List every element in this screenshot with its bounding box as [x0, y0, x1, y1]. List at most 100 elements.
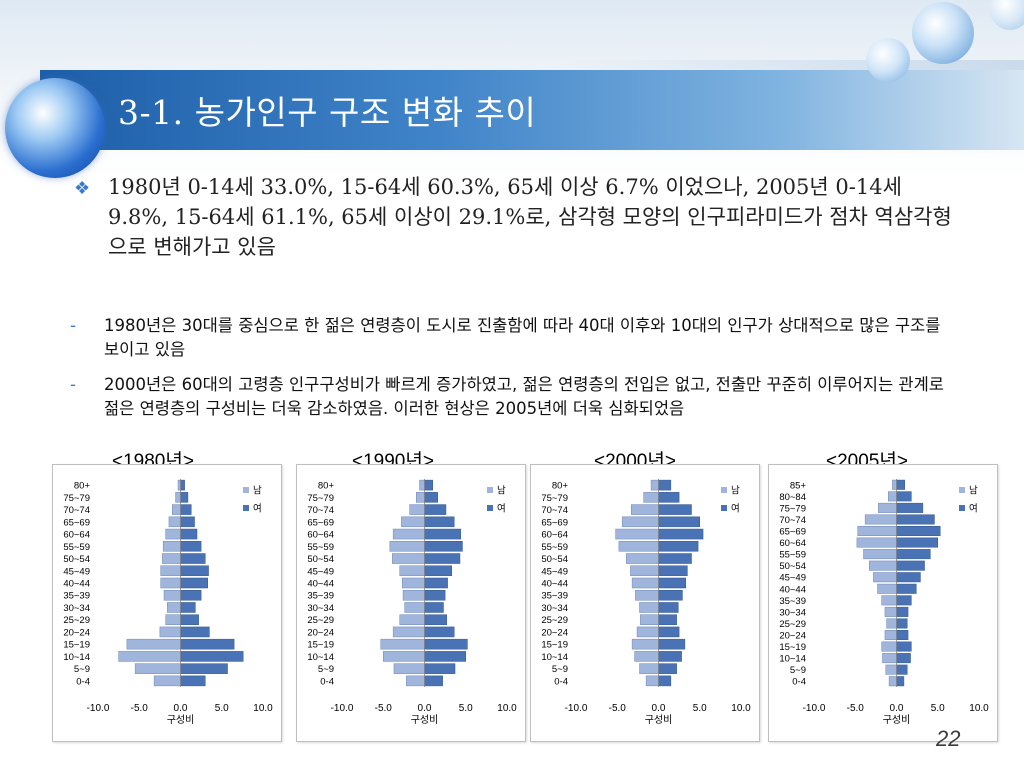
sub-bullet-text: 2000년은 60대의 고령층 인구구성비가 빠르게 증가하였고, 젊은 연령층…: [104, 375, 944, 418]
bar-male: [892, 479, 897, 490]
bar-female: [424, 479, 433, 491]
bar-male: [409, 504, 425, 515]
main-bullet: ❖ 1980년 0-14세 33.0%, 15-64세 60.3%, 65세 이…: [72, 172, 952, 262]
bar-male: [631, 638, 659, 650]
age-tick-label: 55~59: [779, 550, 806, 561]
age-tick-label: 5~9: [790, 665, 806, 676]
age-tick-label: 25~29: [541, 615, 568, 626]
age-tick-label: 60~64: [63, 530, 90, 541]
bar-female: [658, 614, 677, 625]
age-tick-label: 70~74: [541, 505, 568, 516]
age-tick-label: 75~79: [307, 493, 334, 504]
bar-female: [896, 664, 908, 675]
bar-male: [399, 565, 425, 577]
bar-male: [401, 577, 425, 589]
bar-male: [650, 479, 659, 491]
bar-female: [658, 565, 688, 577]
age-tick-label: 20~24: [307, 627, 334, 638]
bar-male: [640, 614, 659, 625]
bar-male: [172, 504, 181, 515]
bar-female: [180, 663, 228, 674]
bar-female: [658, 504, 692, 515]
x-tick-label: -10.0: [331, 703, 354, 714]
bar-female: [424, 565, 452, 577]
bar-male: [885, 664, 897, 675]
bar-female: [658, 602, 679, 613]
bar-male: [168, 516, 181, 528]
age-tick-label: 15~19: [63, 640, 90, 651]
age-tick-label: 80+: [74, 481, 91, 492]
x-tick-label: -5.0: [375, 703, 393, 714]
dash-bullet-icon: -: [70, 375, 76, 394]
bar-female: [424, 638, 468, 650]
bar-male: [615, 528, 659, 540]
bar-male: [118, 651, 181, 662]
age-tick-label: 45~49: [63, 566, 90, 577]
bar-female: [180, 589, 202, 601]
bar-female: [180, 638, 235, 650]
age-tick-label: 35~39: [307, 591, 334, 602]
age-tick-label: 15~19: [307, 640, 334, 651]
legend-swatch: [487, 505, 493, 511]
x-tick-label: -10.0: [803, 703, 826, 714]
bar-female: [658, 541, 699, 552]
bar-female: [658, 553, 692, 564]
bar-female: [896, 595, 912, 606]
decor-orb-small: [866, 38, 910, 82]
age-tick-label: 0-4: [320, 676, 334, 687]
bar-male: [404, 602, 425, 613]
age-tick-label: 40~44: [307, 579, 334, 590]
x-tick-label: 5.0: [459, 703, 473, 714]
bar-female: [896, 537, 938, 548]
bar-male: [877, 583, 897, 594]
age-tick-label: 65~69: [63, 517, 90, 528]
bar-female: [896, 560, 925, 571]
bar-female: [424, 589, 446, 601]
slide-title: 3-1. 농가인구 구조 변화 추이: [118, 93, 537, 132]
age-tick-label: 0-4: [76, 676, 90, 687]
bar-male: [882, 653, 897, 664]
bar-male: [873, 572, 897, 583]
bar-male: [878, 502, 897, 513]
x-tick-label: 0.0: [652, 703, 666, 714]
bar-male: [626, 553, 659, 564]
bar-female: [896, 479, 905, 490]
age-tick-label: 10~14: [779, 654, 806, 665]
decor-orb-right: [912, 2, 974, 64]
bar-male: [863, 549, 897, 560]
x-axis-label: 구성비: [411, 714, 439, 726]
bar-male: [881, 595, 897, 606]
bar-female: [424, 528, 462, 540]
x-tick-label: 0.0: [890, 703, 904, 714]
x-tick-label: -10.0: [87, 703, 110, 714]
pyramid-chart-2005: 85+ 80~84 75~79 70~74 65~69 60~64 55~59 50~54 45…: [768, 464, 998, 742]
age-tick-label: 55~59: [541, 542, 568, 553]
bar-female: [180, 614, 199, 625]
bar-male: [383, 651, 425, 662]
bar-male: [392, 528, 425, 540]
bar-female: [896, 606, 909, 617]
age-tick-label: 40~44: [63, 579, 90, 590]
bar-male: [419, 479, 425, 491]
bar-male: [392, 626, 425, 638]
x-tick-label: 10.0: [969, 703, 989, 714]
bar-male: [160, 565, 181, 577]
bar-male: [884, 606, 897, 617]
bar-female: [180, 651, 244, 662]
bar-male: [167, 602, 181, 613]
x-axis-label: 구성비: [883, 714, 911, 726]
bar-male: [888, 676, 897, 687]
legend-label: 남: [731, 486, 740, 497]
sub-bullet-2000: - 2000년은 60대의 고령층 인구구성비가 빠르게 증가하였고, 젊은 연…: [70, 373, 950, 421]
bar-female: [424, 614, 448, 625]
sub-bullet-1980: - 1980년은 30대를 중심으로 한 젊은 연령층이 도시로 진출함에 따라…: [70, 314, 950, 362]
x-tick-label: 5.0: [693, 703, 707, 714]
age-tick-label: 15~19: [541, 640, 568, 651]
age-tick-label: 5~9: [552, 664, 568, 675]
age-tick-label: 75~79: [63, 493, 90, 504]
legend-label: 남: [253, 486, 262, 497]
bar-female: [180, 541, 202, 552]
x-tick-label: -5.0: [847, 703, 865, 714]
x-tick-label: 10.0: [253, 703, 273, 714]
